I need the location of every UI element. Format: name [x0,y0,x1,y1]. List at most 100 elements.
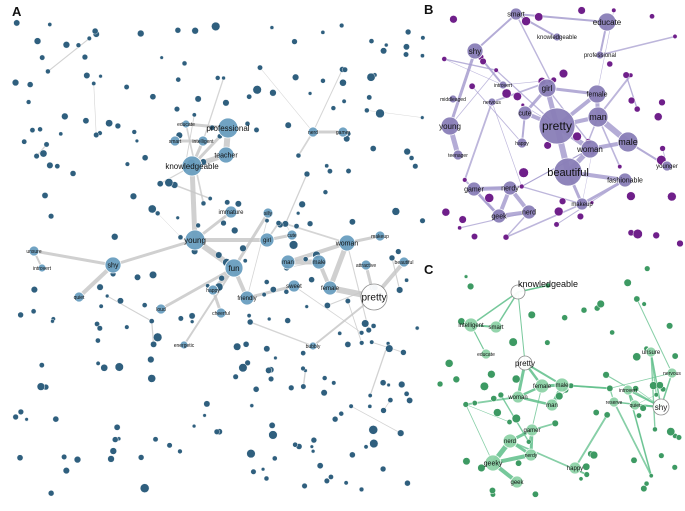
node [468,82,476,90]
node [100,363,109,372]
node [320,389,328,397]
node [385,344,394,353]
node [398,380,406,389]
node [218,275,225,282]
edge [366,110,423,118]
panel-b-network: smart educate knowledgeable professional shy… [439,6,684,248]
edge-silly-fun [232,211,270,270]
node [323,477,330,484]
node-label-shy: shy [469,47,481,56]
node [369,339,375,345]
node [194,95,202,103]
node-pretty [360,283,388,311]
edge-knowledgeable-young [189,163,198,243]
node-label-knowledgeable: knowledgeable [165,162,219,171]
node [577,6,586,15]
node [62,41,70,49]
node [264,279,270,285]
node [343,480,349,486]
edge-shy-young [448,49,477,128]
edge [491,101,523,187]
node-label-immature: immature [218,210,244,216]
node [288,384,295,391]
node [328,474,334,480]
node [73,456,82,464]
node [153,332,163,342]
node-educate [480,348,492,360]
node [324,163,329,169]
node-geek [491,208,507,224]
node [396,286,404,294]
node [209,124,216,131]
node-male [311,254,327,270]
node-label-teenager: teenager [448,153,468,159]
node [441,207,451,217]
node [123,84,130,90]
node-female [322,280,338,296]
node [671,464,678,471]
node [96,283,104,291]
node [263,475,270,482]
edge-shy-unsure [32,249,115,267]
node [116,297,124,305]
node [284,317,291,324]
node [61,112,69,120]
node [606,60,614,68]
node [420,35,426,41]
node [213,428,220,435]
node [576,212,584,220]
node [632,352,642,362]
a-labels: professional knowledgeable teacher young fun… [26,122,413,350]
node [252,85,262,95]
node-pretty [538,107,576,145]
node [386,382,391,388]
node [175,76,181,83]
node-label-nervous: nervous [483,100,501,106]
node-label-bubbly: bubbly [306,344,321,350]
node [622,71,630,79]
node [265,366,273,374]
node-female [587,84,607,104]
node [43,141,50,148]
node [513,92,522,101]
node [322,375,328,381]
node-label-educate: educate [477,352,495,358]
node [341,98,347,104]
node [324,302,331,309]
node [634,105,641,113]
node [676,239,684,248]
node [397,429,405,437]
node-label-energetic: energetic [174,343,195,349]
node [403,391,410,397]
node [177,234,184,241]
node [137,29,145,38]
node [649,13,655,20]
node [300,383,307,390]
node [603,411,611,419]
node [368,425,378,435]
node-label-young: young [184,236,206,245]
edge-energetic-fun [183,267,235,346]
node [311,449,316,454]
node [232,373,239,380]
edge [293,285,362,334]
node [96,325,103,332]
node [508,337,518,347]
node [150,341,157,348]
node-label-girl: girl [263,238,271,244]
node [47,490,55,497]
node-label-young: young [439,122,461,131]
node [532,490,539,498]
node-knowledgeable [181,155,203,177]
node-label-quiet: quiet [630,403,641,409]
node [365,327,372,334]
node [316,462,324,469]
node [275,220,282,226]
edge-sweet-friendly [245,284,296,300]
edge [259,67,314,133]
node [138,454,145,461]
node [48,213,55,220]
panel-b-letter: B [424,2,434,17]
edge [613,401,653,477]
node [30,308,37,315]
